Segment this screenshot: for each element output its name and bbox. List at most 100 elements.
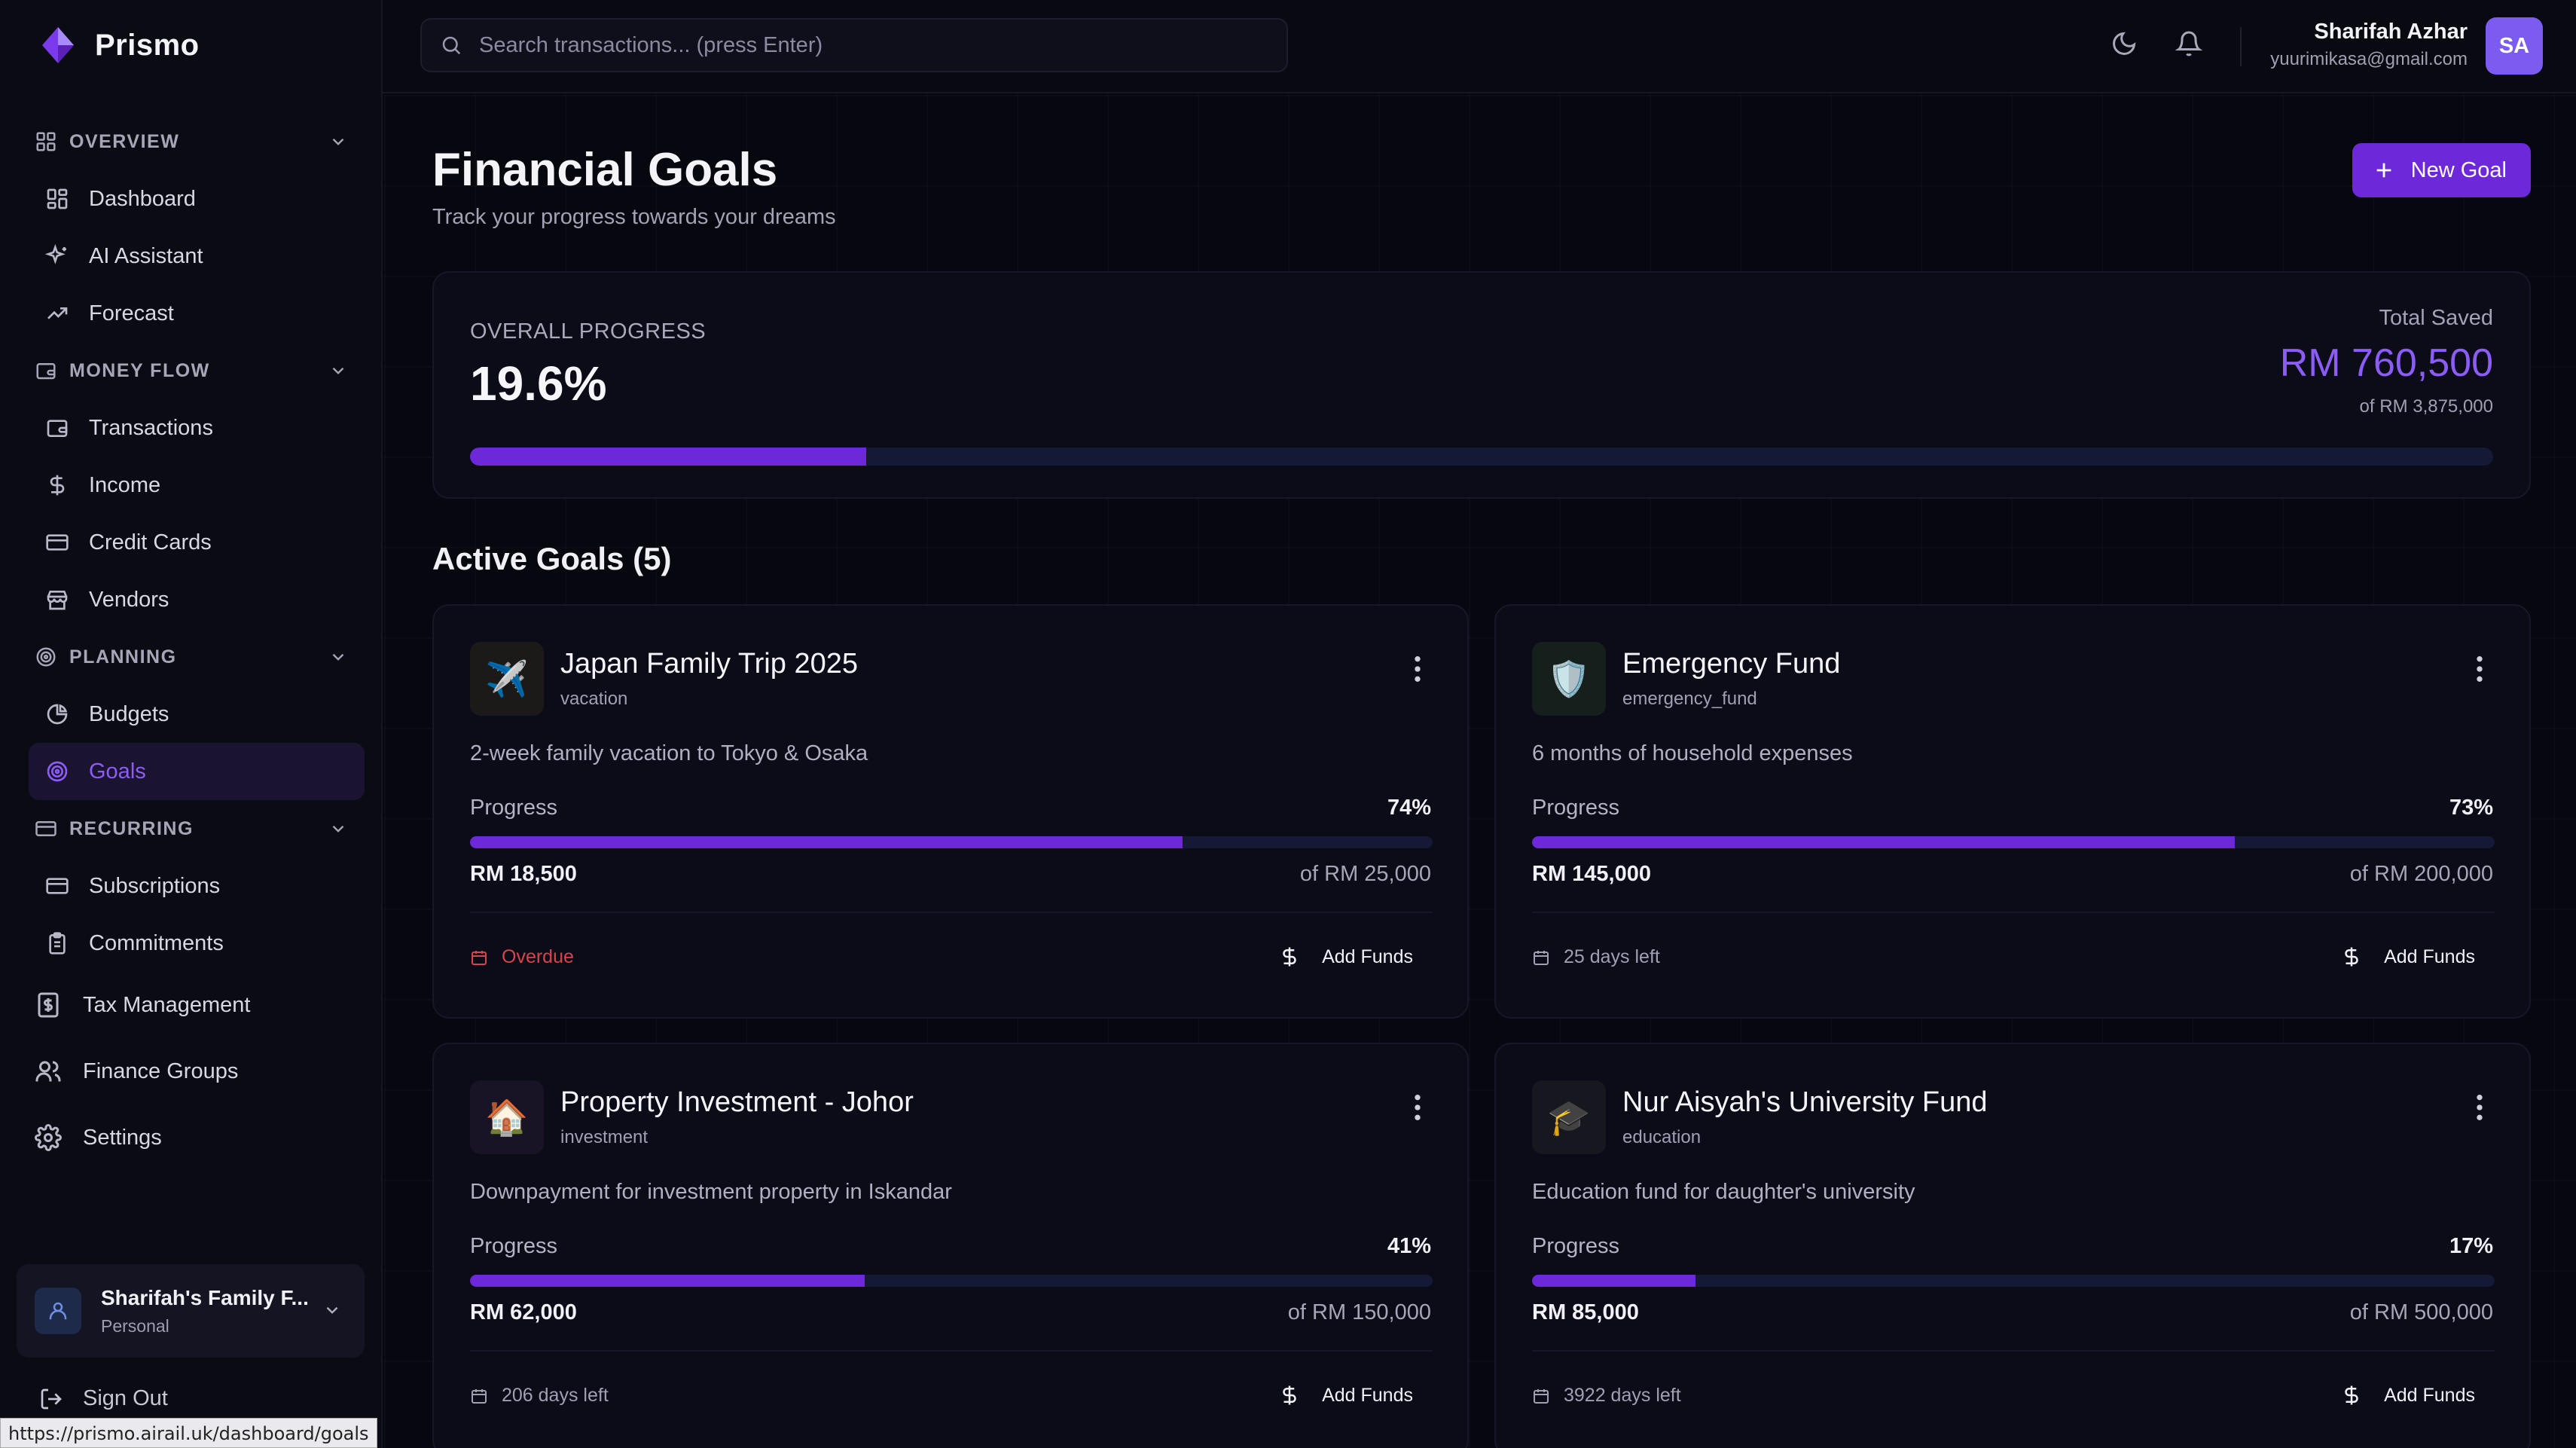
sidebar-item-subscriptions[interactable]: Subscriptions [29,857,365,915]
goal-progress-fill [470,836,1183,848]
user-email: yuurimikasa@gmail.com [2270,49,2468,69]
overall-progress-label: OVERALL PROGRESS [470,319,707,344]
sidebar-item-budgets[interactable]: Budgets [29,686,365,743]
user-name: Sharifah Azhar [2314,20,2468,44]
add-funds-label: Add Funds [1322,945,1413,967]
goal-name: Property Investment - Johor [560,1086,914,1118]
goal-progress-percent: 73% [2449,796,2493,820]
add-funds-button[interactable]: Add Funds [1260,1373,1431,1418]
add-funds-button[interactable]: Add Funds [2322,934,2493,979]
group-name: Sharifah's Family F... [101,1285,309,1309]
more-vertical-icon[interactable] [2475,654,2484,684]
users-icon [35,1061,61,1082]
layout-grid-icon [36,132,56,151]
chevron-down-icon [332,138,344,145]
moon-icon[interactable] [2111,30,2138,57]
log-out-icon [41,1388,62,1409]
sidebar-item-tax-management[interactable]: Tax Management [29,972,365,1038]
goal-category: investment [560,1127,649,1147]
sidebar-item-goals[interactable]: Goals [29,743,365,800]
section-planning[interactable]: PLANNING [29,628,365,686]
add-funds-label: Add Funds [2384,945,2475,967]
goal-status: 3922 days left [1532,1385,1681,1407]
goal-status: 25 days left [1532,946,1660,968]
sidebar-item-label: Dashboard [89,186,196,211]
more-vertical-icon[interactable] [1413,1092,1422,1123]
sidebar-item-finance-groups[interactable]: Finance Groups [29,1038,365,1104]
goal-category: emergency_fund [1622,689,1757,709]
sidebar-item-label: Vendors [89,587,169,612]
section-money-flow-label: MONEY FLOW [69,359,210,381]
goal-progress-bar [1532,836,2495,848]
section-overview[interactable]: OVERVIEW [29,113,365,170]
sidebar-item-label: Finance Groups [83,1059,239,1083]
status-bar-url: https://prismo.airail.uk/dashboard/goals [0,1418,377,1448]
topbar: Sharifah Azhar yuurimikasa@gmail.com SA [383,0,2576,93]
goal-card: ✈️ Japan Family Trip 2025 vacation 2-wee… [432,604,1469,1019]
active-goals-heading: Active Goals (5) [432,541,672,576]
add-funds-button[interactable]: Add Funds [1260,934,1431,979]
target-icon [47,761,68,782]
sidebar-item-ai-assistant[interactable]: AI Assistant [29,228,365,285]
group-avatar [35,1288,81,1334]
goal-status-text: 25 days left [1564,946,1660,967]
finance-group-switcher[interactable]: Sharifah's Family F... Personal [17,1264,365,1358]
goal-target-amount: of RM 150,000 [1287,1300,1431,1324]
add-funds-label: Add Funds [2384,1384,2475,1406]
goal-name: Japan Family Trip 2025 [560,648,858,680]
goal-progress-fill [1532,836,2235,848]
divider [1532,912,2495,913]
section-money-flow[interactable]: MONEY FLOW [29,342,365,399]
goal-progress-label: Progress [1532,796,1620,820]
divider [470,912,1433,913]
sidebar-item-commitments[interactable]: Commitments [29,915,365,972]
goal-description: 2-week family vacation to Tokyo & Osaka [470,741,868,765]
sidebar-item-income[interactable]: Income [29,457,365,514]
brand[interactable]: Prismo [41,26,200,65]
sign-out-button[interactable]: Sign Out [39,1386,168,1411]
calendar-icon [472,1388,487,1404]
new-goal-label: New Goal [2410,157,2507,182]
dollar-icon [50,475,65,496]
sidebar-item-settings[interactable]: Settings [29,1104,365,1171]
sidebar-item-label: Subscriptions [89,873,221,898]
section-recurring-label: RECURRING [69,817,194,839]
section-recurring[interactable]: RECURRING [29,800,365,857]
goal-progress-percent: 17% [2449,1234,2493,1258]
add-funds-button[interactable]: Add Funds [2322,1373,2493,1418]
goal-progress-bar [470,1275,1433,1287]
chevron-down-icon [332,653,344,661]
credit-card-icon [46,878,69,894]
store-icon [47,591,68,610]
goal-category: vacation [560,689,628,709]
user-info[interactable]: Sharifah Azhar yuurimikasa@gmail.com [2270,20,2468,70]
trending-up-icon [47,307,68,319]
sidebar-item-forecast[interactable]: Forecast [29,285,365,342]
search-box[interactable] [420,18,1288,72]
sidebar-item-dashboard[interactable]: Dashboard [29,170,365,228]
sidebar-item-credit-cards[interactable]: Credit Cards [29,514,365,571]
plus-icon [2376,163,2391,178]
goal-status-text: 3922 days left [1564,1385,1681,1406]
goal-status: 206 days left [470,1385,609,1407]
dashboard-icon [47,188,68,209]
sidebar-item-label: Credit Cards [89,530,212,554]
avatar[interactable]: SA [2486,17,2543,75]
goal-description: Downpayment for investment property in I… [470,1180,952,1204]
overall-progress-bar [470,448,2493,466]
more-vertical-icon[interactable] [2475,1092,2484,1123]
bell-icon[interactable] [2175,30,2202,57]
chevron-down-icon [326,1306,338,1314]
goal-progress-bar [1532,1275,2495,1287]
chevron-down-icon [332,825,344,832]
new-goal-button[interactable]: New Goal [2352,143,2531,197]
goal-progress-percent: 41% [1387,1234,1431,1258]
goal-progress-percent: 74% [1387,796,1431,820]
sidebar-item-label: Goals [89,759,146,784]
sidebar-item-vendors[interactable]: Vendors [29,571,365,628]
credit-card-icon [46,534,69,551]
more-vertical-icon[interactable] [1413,654,1422,684]
search-input[interactable] [479,32,1232,58]
goal-card: 🛡️ Emergency Fund emergency_fund 6 month… [1494,604,2531,1019]
sidebar-item-transactions[interactable]: Transactions [29,399,365,457]
